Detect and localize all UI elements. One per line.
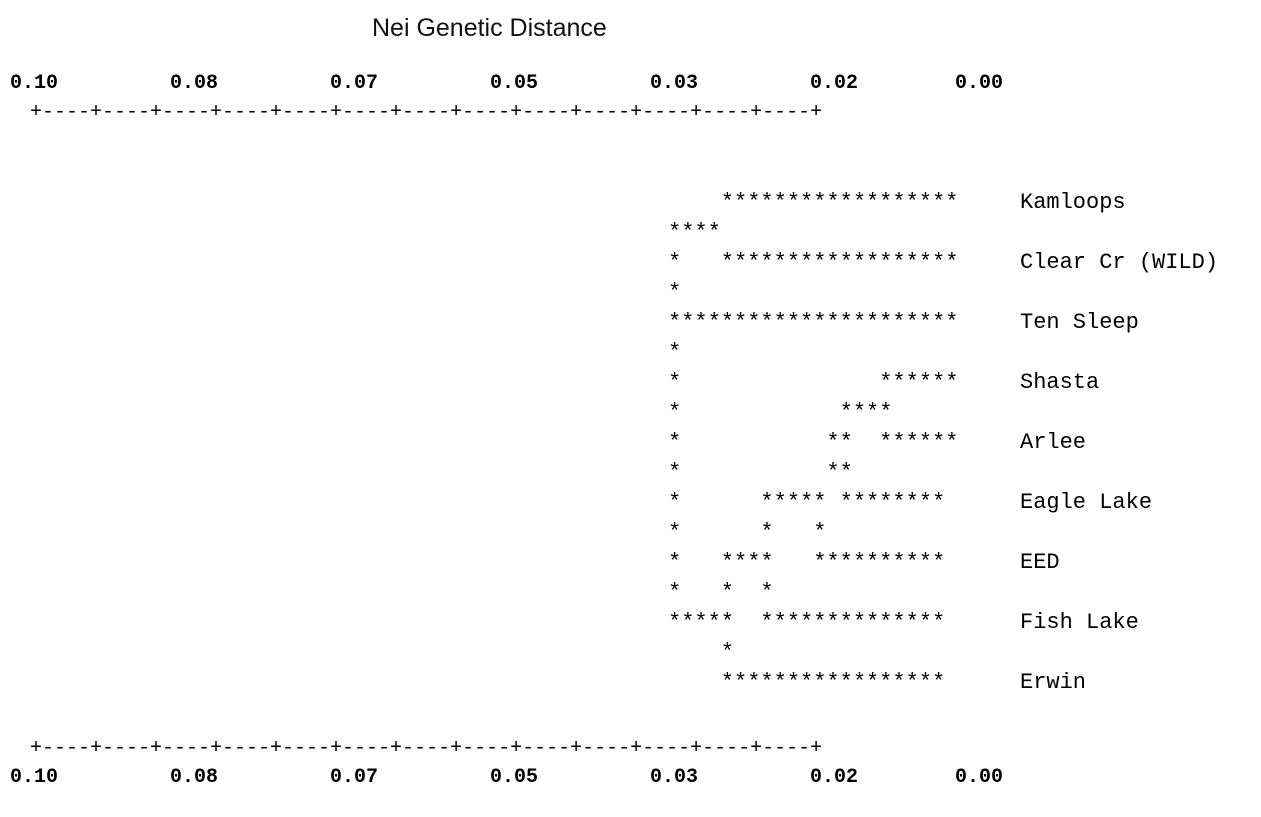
- top-axis-rule: +----+----+----+----+----+----+----+----…: [30, 101, 822, 124]
- bottom-tick-label: 0.07: [330, 766, 378, 789]
- chart-title: Nei Genetic Distance: [372, 14, 607, 43]
- bottom-tick-label: 0.00: [955, 766, 1003, 789]
- dendrogram-row: * ***** ********: [668, 488, 958, 518]
- bottom-tick-label: 0.02: [810, 766, 858, 789]
- taxon-label: Fish Lake: [1020, 608, 1139, 638]
- dendrogram-row: * **: [668, 458, 853, 488]
- top-tick-label: 0.08: [170, 72, 218, 95]
- top-tick-label: 0.02: [810, 72, 858, 95]
- top-tick-label: 0.03: [650, 72, 698, 95]
- taxon-label: Shasta: [1020, 368, 1099, 398]
- taxon-label: Erwin: [1020, 668, 1086, 698]
- dendrogram-row: * ****: [668, 398, 892, 428]
- taxon-label: Clear Cr (WILD): [1020, 248, 1218, 278]
- dendrogram-row: ***** **************: [668, 608, 958, 638]
- top-tick-label: 0.00: [955, 72, 1003, 95]
- bottom-axis-rule: +----+----+----+----+----+----+----+----…: [30, 737, 822, 760]
- top-tick-label: 0.05: [490, 72, 538, 95]
- dendrogram-row: ****: [668, 218, 721, 248]
- taxon-label: Kamloops: [1020, 188, 1126, 218]
- top-tick-label: 0.10: [10, 72, 58, 95]
- dendrogram-row: * * *: [668, 518, 826, 548]
- taxon-label: Ten Sleep: [1020, 308, 1139, 338]
- bottom-tick-label: 0.08: [170, 766, 218, 789]
- dendrogram-row: * ** ******: [668, 428, 972, 458]
- dendrogram-row: ******************: [668, 188, 972, 218]
- dendrogram-row: *: [668, 638, 734, 668]
- bottom-tick-label: 0.03: [650, 766, 698, 789]
- dendrogram-row: * * *: [668, 578, 774, 608]
- dendrogram-row: **********************: [668, 308, 972, 338]
- dendrogram-row: * ******************: [668, 248, 972, 278]
- bottom-tick-label: 0.05: [490, 766, 538, 789]
- dendrogram-row: *: [668, 278, 681, 308]
- top-tick-label: 0.07: [330, 72, 378, 95]
- dendrogram-row: * ******: [668, 368, 972, 398]
- taxon-label: Arlee: [1020, 428, 1086, 458]
- taxon-label: EED: [1020, 548, 1060, 578]
- bottom-tick-label: 0.10: [10, 766, 58, 789]
- dendrogram-row: *: [668, 338, 681, 368]
- dendrogram-row: * **** **********: [668, 548, 958, 578]
- dendrogram-row: *****************: [668, 668, 958, 698]
- taxon-label: Eagle Lake: [1020, 488, 1152, 518]
